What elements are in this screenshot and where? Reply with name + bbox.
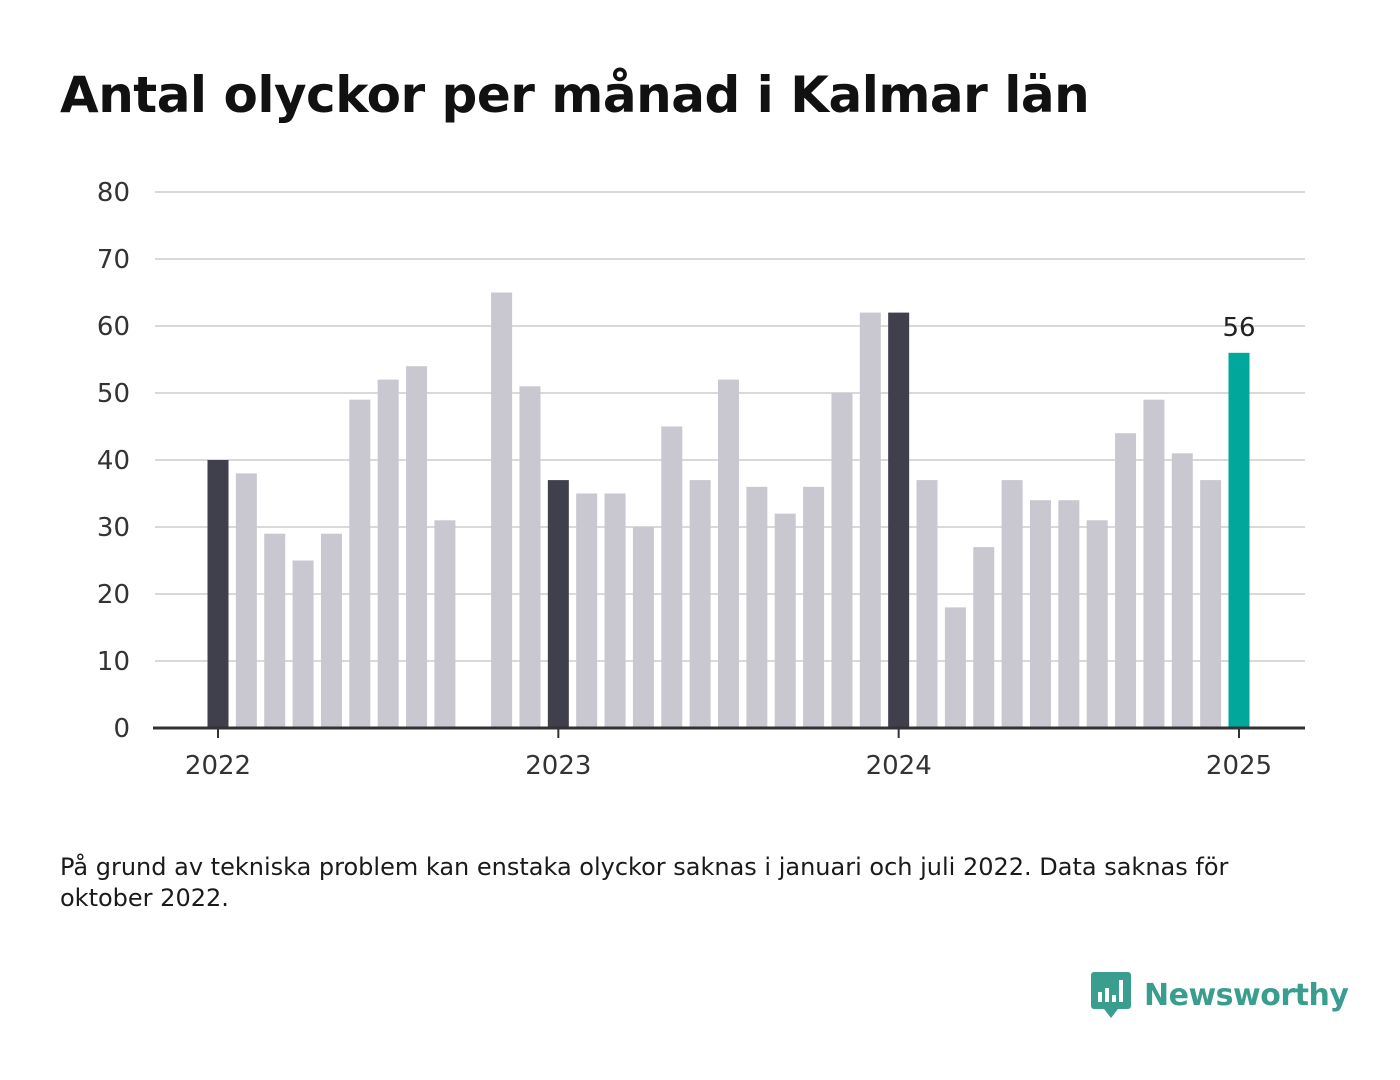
bar-2024-05	[1001, 480, 1023, 728]
bar-2022-07	[377, 379, 399, 728]
bar-2024-03	[944, 607, 966, 728]
bar-2024-02	[916, 480, 938, 728]
x-tick-label: 2022	[185, 751, 251, 781]
bar-2023-09	[774, 513, 796, 728]
y-tick-label: 50	[97, 379, 130, 409]
bar-chart: 0 10 20 30 40 50 60 70 80 2022 2023 2024 2025 56	[97, 178, 1305, 781]
brand-logo[interactable]: Newsworthy	[1090, 970, 1349, 1020]
bar-2025-01	[1228, 352, 1250, 728]
bar-2023-08	[746, 486, 768, 728]
y-tick-label: 40	[97, 446, 130, 476]
y-tick-label: 60	[97, 312, 130, 342]
bar-2024-06	[1029, 500, 1051, 728]
bar-2022-11	[491, 292, 513, 728]
bar-2024-09	[1115, 433, 1137, 728]
bar-2024-11	[1171, 453, 1193, 728]
value-labels: 56	[1222, 313, 1255, 343]
x-axis: 2022 2023 2024 2025	[153, 726, 1305, 781]
y-tick-label: 30	[97, 513, 130, 543]
bar-2022-01	[207, 460, 229, 728]
bars	[207, 292, 1250, 728]
bar-2022-12	[519, 386, 541, 728]
bar-2024-01	[888, 312, 910, 728]
bar-2023-02	[576, 493, 598, 728]
bar-2023-01	[547, 480, 569, 728]
bar-2023-11	[831, 393, 853, 728]
bar-2022-05	[320, 533, 342, 728]
x-tick-label: 2025	[1206, 751, 1272, 781]
brand-name: Newsworthy	[1144, 977, 1349, 1013]
y-tick-label: 80	[97, 178, 130, 208]
bar-2022-09	[434, 520, 456, 728]
y-tick-label: 20	[97, 580, 130, 610]
chart-title: Antal olyckor per månad i Kalmar län	[60, 66, 1090, 124]
bar-2023-06	[689, 480, 711, 728]
bar-2022-08	[406, 366, 428, 728]
footnote: På grund av tekniska problem kan enstaka…	[60, 853, 1229, 912]
bar-2022-02	[235, 473, 257, 728]
bar-2023-03	[604, 493, 626, 728]
x-tick-label: 2024	[866, 751, 932, 781]
bar-2023-04	[632, 527, 654, 728]
y-tick-label: 70	[97, 245, 130, 275]
newsworthy-logo-icon	[1091, 972, 1131, 1018]
bar-2023-05	[661, 426, 683, 728]
bar-2024-10	[1143, 399, 1165, 728]
bar-2024-08	[1086, 520, 1108, 728]
bar-2024-07	[1058, 500, 1080, 728]
value-label: 56	[1222, 313, 1255, 343]
bar-2024-12	[1200, 480, 1222, 728]
y-axis-ticks: 0 10 20 30 40 50 60 70 80	[97, 178, 130, 744]
bar-2023-10	[803, 486, 825, 728]
y-tick-label: 0	[113, 714, 130, 744]
bar-2024-04	[973, 547, 995, 728]
x-tick-label: 2023	[525, 751, 591, 781]
bar-2023-12	[859, 312, 881, 728]
y-tick-label: 10	[97, 647, 130, 677]
bar-2022-06	[349, 399, 371, 728]
bar-2022-04	[292, 560, 314, 728]
bar-2022-03	[264, 533, 286, 728]
bar-2023-07	[718, 379, 739, 728]
